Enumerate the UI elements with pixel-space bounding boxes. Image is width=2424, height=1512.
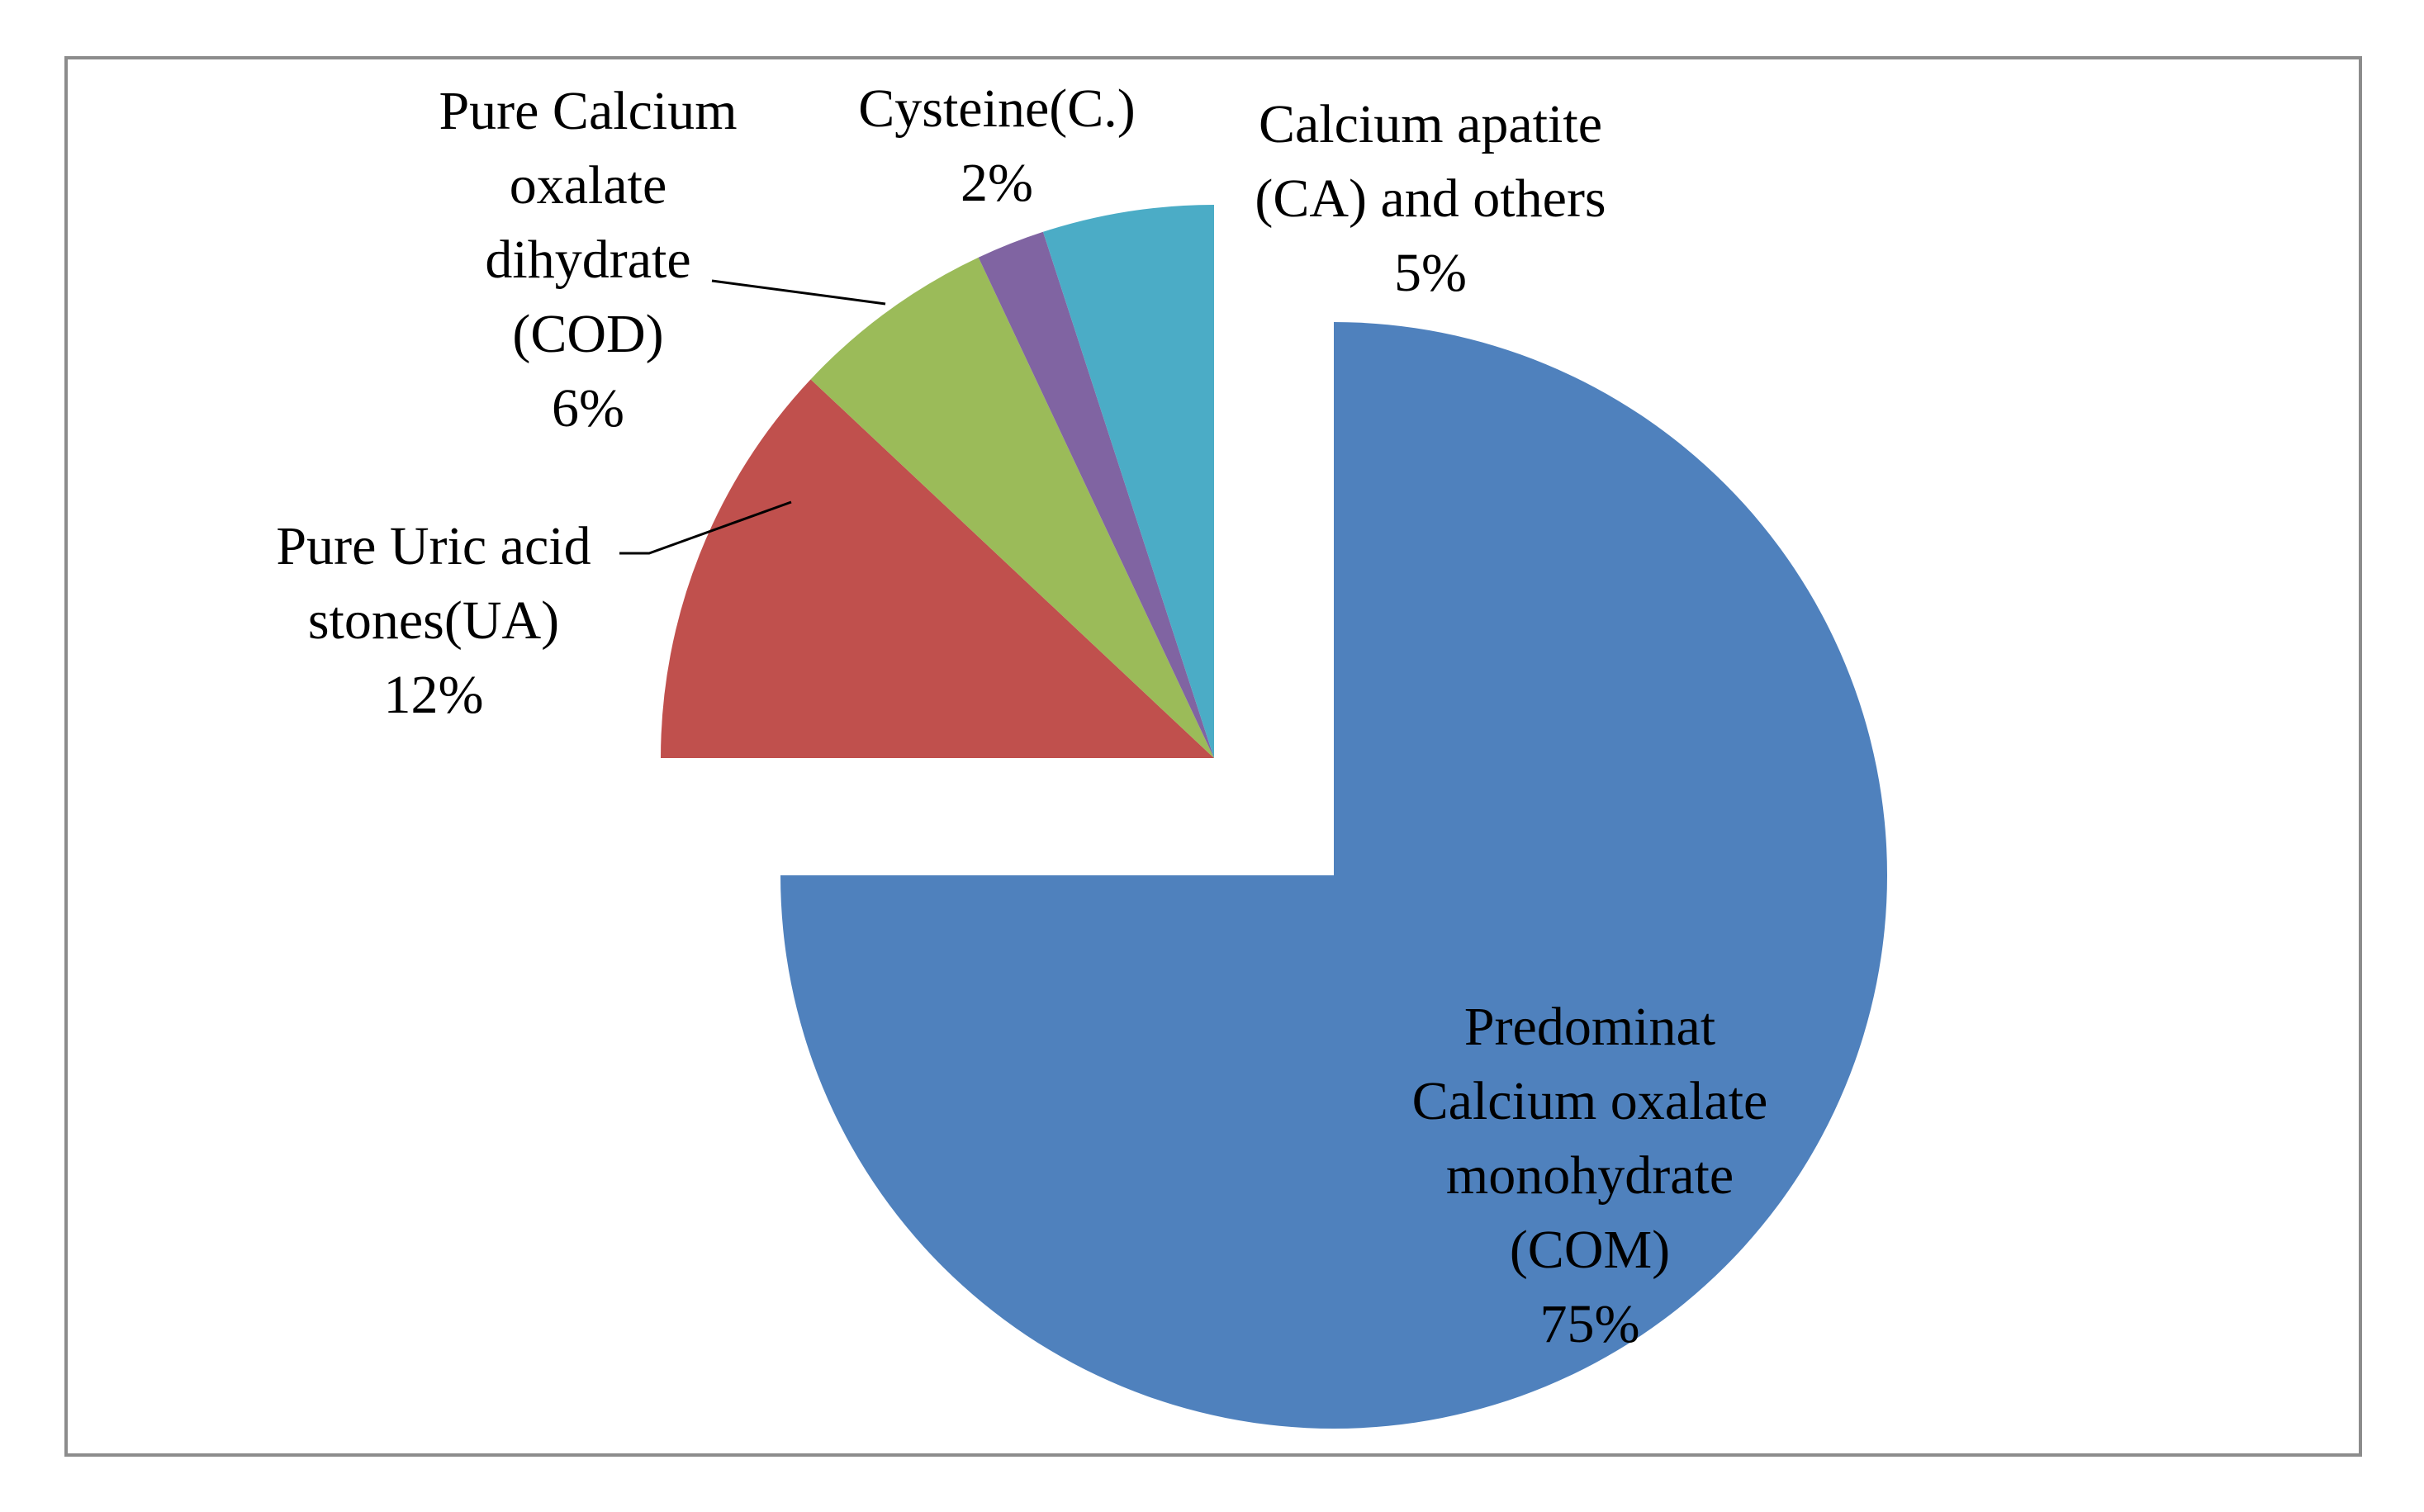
slice-label-4-line-0: Calcium apatite <box>1259 94 1602 154</box>
pie-slice-4 <box>1042 205 1214 758</box>
slice-label-4-line-1: (CA) and others <box>1255 168 1606 229</box>
pie-slice-0 <box>780 322 1887 1429</box>
labels-layer: Predominat Calcium oxalate monohydrate (COM… <box>276 78 1767 1354</box>
slice-label-2-line-0: Pure Calcium <box>439 81 737 141</box>
slice-label-1-line-0: Pure Uric acid <box>276 516 591 576</box>
slice-label-0-line-4: 75% <box>1540 1294 1640 1354</box>
slice-label-4: Calcium apatite (CA) and others 5% <box>1255 94 1606 303</box>
leader-line-2 <box>711 279 886 306</box>
slice-label-4-line-2: 5% <box>1394 243 1467 303</box>
slice-label-2-line-1: oxalate <box>510 155 667 216</box>
slice-label-2-line-4: 6% <box>552 378 624 438</box>
slice-label-2: Pure Calcium oxalate dihydrate (COD) 6% <box>439 81 737 438</box>
pie-slice-3 <box>978 231 1214 758</box>
slice-label-0-line-2: monohydrate <box>1446 1145 1734 1206</box>
slice-label-0-line-1: Calcium oxalate <box>1412 1071 1768 1131</box>
slice-label-0: Predominat Calcium oxalate monohydrate (COM… <box>1412 997 1768 1354</box>
slice-label-2-line-3: (COD) <box>512 304 663 364</box>
slice-label-0-line-3: (COM) <box>1510 1220 1670 1280</box>
slice-label-1: Pure Uric acid stones(UA) 12% <box>276 516 591 725</box>
slice-label-3-line-1: 2% <box>961 153 1033 213</box>
slice-label-1-line-2: 12% <box>384 665 484 725</box>
leader-lines <box>619 279 886 555</box>
slices-layer <box>660 205 1887 1429</box>
pie-slice-2 <box>810 257 1214 758</box>
slice-label-3-line-0: Cysteine(C.) <box>858 78 1135 139</box>
slice-label-0-line-0: Predominat <box>1464 997 1715 1057</box>
slice-label-1-line-1: stones(UA) <box>308 590 559 651</box>
slice-label-3: Cysteine(C.) 2% <box>858 78 1135 213</box>
pie-slice-1 <box>660 379 1214 758</box>
slice-label-2-line-2: dihydrate <box>485 230 690 290</box>
leader-line-1 <box>619 500 792 555</box>
